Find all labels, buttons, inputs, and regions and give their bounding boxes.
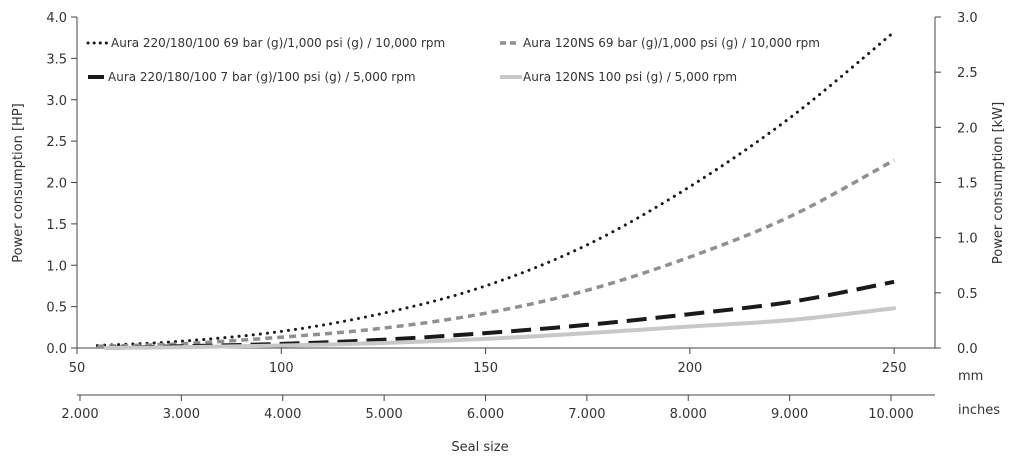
- x-tick-label-mm: 150: [473, 361, 498, 376]
- x-unit-inches-label: inches: [958, 403, 1000, 418]
- x-tick-label-mm: 50: [69, 361, 86, 376]
- left-y-tick-label: 1.5: [46, 218, 67, 233]
- x-axis-title: Seal size: [451, 440, 508, 455]
- left-y-ticks: 0.0 0.5 1.0 1.5 2.0 2.5 3.0 3.5 4.0: [46, 11, 77, 357]
- left-y-tick-label: 2.0: [46, 177, 67, 192]
- legend-label-2: Aura 120NS 69 bar (g)/1,000 psi (g) / 10…: [523, 36, 820, 50]
- legend-item-1: Aura 220/180/100 69 bar (g)/1,000 psi (g…: [88, 36, 445, 50]
- legend-label-1: Aura 220/180/100 69 bar (g)/1,000 psi (g…: [111, 36, 445, 50]
- right-y-tick-label: 2.5: [957, 66, 978, 81]
- series-line-2: [97, 160, 894, 346]
- y-axis-title-left: Power consumption [HP]: [11, 103, 26, 263]
- legend-item-4: Aura 120NS 100 psi (g) / 5,000 rpm: [500, 70, 737, 84]
- x-tick-label-inches: 3.000: [163, 407, 200, 422]
- x-tick-label-inches: 10.000: [868, 407, 914, 422]
- y-axis-title-right: Power consumption [kW]: [991, 102, 1006, 264]
- right-y-tick-label: 0.0: [957, 342, 978, 357]
- x-ticks-inches: 2.000 3.000 4.000 5.000 6.000 7.000 8.000 9.000…: [61, 395, 913, 422]
- left-y-tick-label: 0.5: [46, 301, 67, 316]
- x-tick-label-inches: 5.000: [366, 407, 403, 422]
- left-y-tick-label: 0.0: [46, 342, 67, 357]
- left-y-tick-label: 3.5: [46, 52, 67, 67]
- right-y-tick-label: 0.5: [957, 287, 978, 302]
- right-y-ticks: 0.0 0.5 1.0 1.5 2.0 2.5 3.0: [935, 11, 978, 357]
- right-y-tick-label: 2.0: [957, 121, 978, 136]
- x-tick-label-inches: 8.000: [670, 407, 707, 422]
- x-tick-label-mm: 200: [677, 361, 702, 376]
- left-y-tick-label: 2.5: [46, 135, 67, 150]
- legend-item-3: Aura 220/180/100 7 bar (g)/100 psi (g) /…: [88, 70, 416, 84]
- right-y-tick-label: 3.0: [957, 11, 978, 26]
- x-unit-mm-label: mm: [958, 369, 983, 384]
- x-tick-label-inches: 4.000: [264, 407, 301, 422]
- x-tick-label-inches: 7.000: [568, 407, 605, 422]
- x-tick-label-inches: 2.000: [61, 407, 98, 422]
- legend-label-3: Aura 220/180/100 7 bar (g)/100 psi (g) /…: [108, 70, 416, 84]
- x-tick-label-mm: 250: [882, 361, 907, 376]
- left-y-tick-label: 3.0: [46, 94, 67, 109]
- x-tick-label-inches: 6.000: [467, 407, 504, 422]
- x-tick-label-mm: 100: [269, 361, 294, 376]
- legend: Aura 220/180/100 69 bar (g)/1,000 psi (g…: [88, 36, 820, 84]
- left-y-tick-label: 1.0: [46, 259, 67, 274]
- right-y-tick-label: 1.0: [957, 232, 978, 247]
- legend-item-2: Aura 120NS 69 bar (g)/1,000 psi (g) / 10…: [500, 36, 820, 50]
- x-ticks-mm: 50 100 150 200 250: [69, 348, 907, 376]
- x-tick-label-inches: 9.000: [771, 407, 808, 422]
- left-y-tick-label: 4.0: [46, 11, 67, 26]
- right-y-tick-label: 1.5: [957, 177, 978, 192]
- legend-label-4: Aura 120NS 100 psi (g) / 5,000 rpm: [523, 70, 737, 84]
